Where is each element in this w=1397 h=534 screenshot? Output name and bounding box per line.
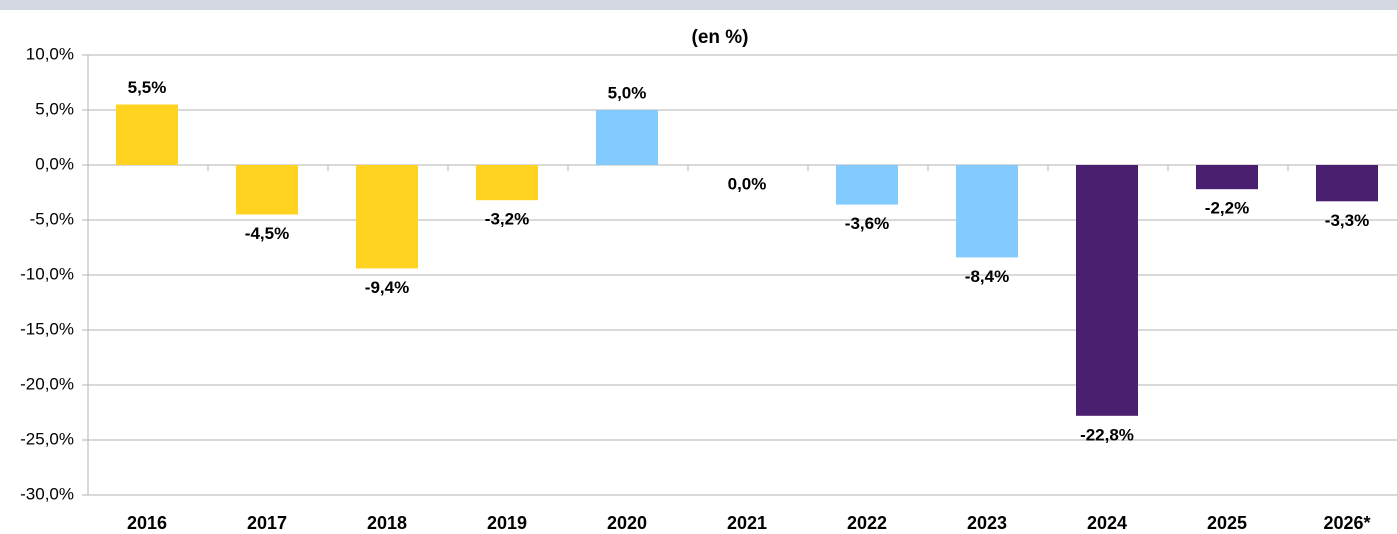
x-tick-label: 2018 — [367, 513, 407, 533]
bar — [596, 110, 658, 165]
bar — [476, 165, 538, 201]
bar — [956, 165, 1018, 258]
x-tick-label: 2021 — [727, 513, 767, 533]
x-tick-label: 2019 — [487, 513, 527, 533]
value-label: -3,6% — [845, 214, 889, 233]
value-label: -22,8% — [1080, 425, 1134, 444]
value-label: 5,0% — [608, 83, 647, 102]
y-tick-label: 0,0% — [35, 154, 74, 173]
x-tick-label: 2016 — [127, 513, 167, 533]
x-tick-label: 2022 — [847, 513, 887, 533]
y-tick-label: 5,0% — [35, 99, 74, 118]
value-label: -9,4% — [365, 278, 409, 297]
x-tick-label: 2025 — [1207, 513, 1247, 533]
bar — [1196, 165, 1258, 190]
x-tick-label: 2024 — [1087, 513, 1127, 533]
y-tick-label: -30,0% — [20, 484, 74, 503]
top-strip — [0, 0, 1397, 10]
bar — [1076, 165, 1138, 416]
bar — [836, 165, 898, 205]
value-label: -3,3% — [1325, 211, 1369, 230]
chart-title: (en %) — [692, 27, 749, 48]
bar — [116, 104, 178, 165]
value-label: -4,5% — [245, 224, 289, 243]
y-tick-label: -10,0% — [20, 264, 74, 283]
bar — [356, 165, 418, 269]
y-tick-label: -5,0% — [30, 209, 74, 228]
y-tick-label: 10,0% — [26, 44, 74, 63]
y-tick-label: -25,0% — [20, 429, 74, 448]
bar — [1316, 165, 1378, 202]
y-tick-label: -15,0% — [20, 319, 74, 338]
bar — [236, 165, 298, 215]
x-tick-label: 2020 — [607, 513, 647, 533]
x-tick-label: 2023 — [967, 513, 1007, 533]
y-tick-label: -20,0% — [20, 374, 74, 393]
value-label: -2,2% — [1205, 199, 1249, 218]
value-label: -8,4% — [965, 267, 1009, 286]
value-label: 0,0% — [728, 174, 767, 193]
x-tick-label: 2026* — [1323, 513, 1370, 533]
value-label: -3,2% — [485, 210, 529, 229]
value-label: 5,5% — [128, 78, 167, 97]
x-tick-label: 2017 — [247, 513, 287, 533]
